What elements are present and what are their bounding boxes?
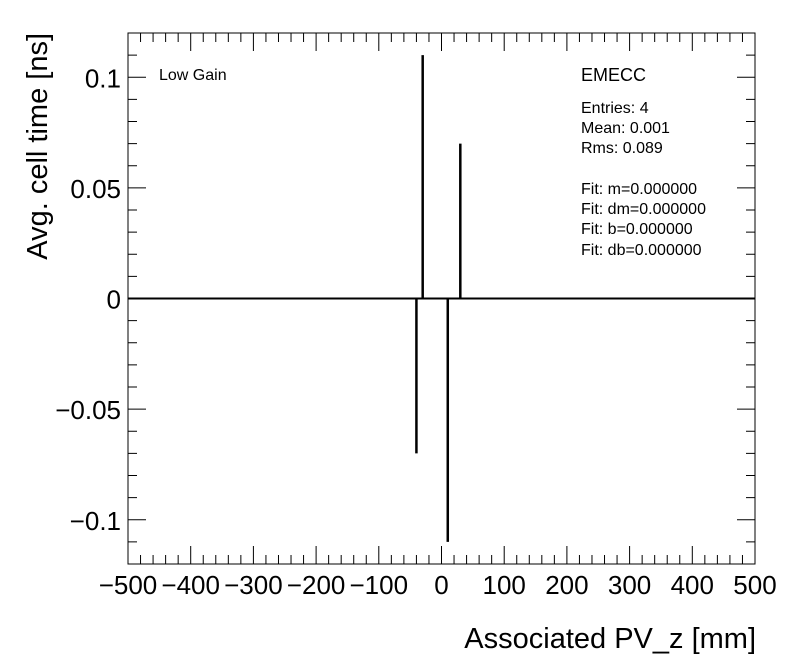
x-tick-labels: −500 −400 −300 −200 −100 0 100 200 300 400 500 — [99, 570, 777, 600]
x-tick-label: −300 — [224, 570, 283, 600]
gain-label: Low Gain — [159, 67, 227, 84]
y-axis-title: Avg. cell time [ns] — [22, 33, 54, 260]
x-tick-label: 300 — [608, 570, 651, 600]
x-tick-label: 400 — [671, 570, 714, 600]
x-tick-label: −500 — [99, 570, 158, 600]
x-tick-label: 200 — [545, 570, 588, 600]
y-tick-labels: 0.1 0.05 0 −0.05 −0.1 — [55, 63, 121, 536]
fit-dm: Fit: dm=0.000000 — [581, 201, 706, 218]
stats-box: Entries: 4 Mean: 0.001 Rms: 0.089 Fit: m… — [581, 100, 706, 259]
x-tick-label: −400 — [161, 570, 220, 600]
region-label: EMECC — [581, 65, 646, 85]
x-tick-label: 500 — [733, 570, 776, 600]
fit-m: Fit: m=0.000000 — [581, 181, 697, 198]
x-tick-label: 0 — [434, 570, 448, 600]
x-tick-label: −100 — [350, 570, 409, 600]
axis-ticks — [127, 32, 756, 565]
x-tick-label: 100 — [483, 570, 526, 600]
y-tick-label: −0.05 — [55, 395, 121, 425]
x-tick-label: −200 — [287, 570, 346, 600]
fit-db: Fit: db=0.000000 — [581, 242, 702, 259]
y-tick-label: 0.05 — [70, 174, 121, 204]
data-marks — [415, 55, 462, 542]
y-tick-label: 0 — [107, 285, 121, 315]
x-axis-title: Associated PV_z [mm] — [464, 623, 756, 655]
stats-rms: Rms: 0.089 — [581, 140, 663, 157]
stats-mean: Mean: 0.001 — [581, 120, 670, 137]
fit-b: Fit: b=0.000000 — [581, 221, 693, 238]
y-tick-label: 0.1 — [85, 63, 121, 93]
stats-entries: Entries: 4 — [581, 100, 649, 117]
y-tick-label: −0.1 — [70, 506, 121, 536]
